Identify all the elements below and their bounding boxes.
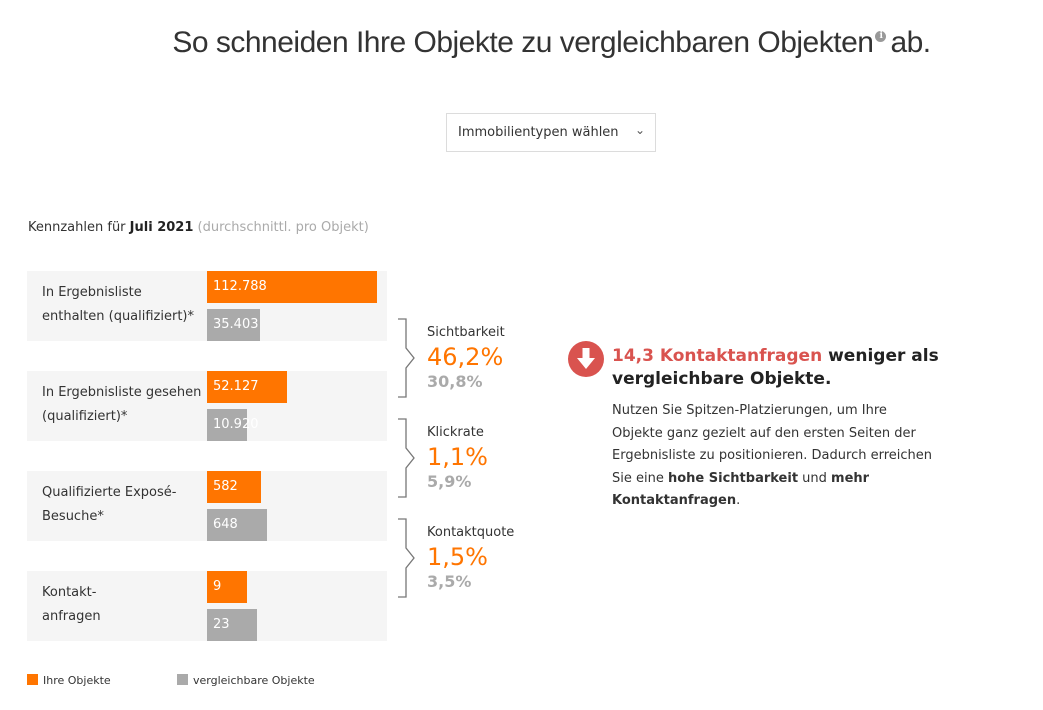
alert-body-bold: hohe Sichtbarkeit <box>667 470 799 486</box>
legend-label: Ihre Objekte <box>43 674 111 687</box>
bar-mine: 52.127 <box>207 371 287 403</box>
bar-comparable: 35.403 <box>207 309 260 341</box>
kpi-name: Sichtbarkeit <box>427 325 505 340</box>
title-text: So schneiden Ihre Objekte zu vergleichba… <box>172 26 874 59</box>
kpi-mine-value: 1,5% <box>427 543 488 571</box>
kennzahlen-prefix: Kennzahlen für <box>28 220 130 235</box>
legend-mine: Ihre Objekte <box>27 674 111 687</box>
alert-body-text: und <box>798 470 832 486</box>
bar-mine: 582 <box>207 471 261 503</box>
bar-mine: 9 <box>207 571 247 603</box>
metric-row: In Ergebnisliste gesehen (qualifiziert)*… <box>27 371 387 441</box>
bar-comparable: 23 <box>207 609 257 641</box>
metric-row: Qualifizierte Exposé-Besuche* 582 648 <box>27 471 387 541</box>
metric-row: In Ergebnisliste enthalten (qualifiziert… <box>27 271 387 341</box>
kennzahlen-note: (durchschnittl. pro Objekt) <box>197 220 369 235</box>
kpi-comparable-value: 5,9% <box>427 472 472 491</box>
brace-icon <box>398 318 415 398</box>
legend-label: vergleichbare Objekte <box>193 674 315 687</box>
metric-label: In Ergebnisliste gesehen (qualifiziert)* <box>42 385 202 424</box>
chevron-down-icon: ⌄ <box>634 123 645 137</box>
kpi-mine-value: 46,2% <box>427 343 504 371</box>
title-suffix: ab. <box>890 26 931 59</box>
metric-label: Qualifizierte Exposé-Besuche* <box>42 485 177 524</box>
bar-comparable: 10.920 <box>207 409 259 441</box>
kpi-sichtbarkeit: Sichtbarkeit 46,2% 30,8% <box>427 325 505 392</box>
metric-label: Kontakt-anfragen <box>42 585 101 624</box>
select-label: Immobilientypen wählen <box>458 125 619 140</box>
brace-icon <box>398 418 415 498</box>
legend-swatch-comparable <box>177 674 188 685</box>
kpi-name: Klickrate <box>427 425 484 440</box>
property-type-select[interactable]: Immobilientypen wählen ⌄ <box>446 113 656 152</box>
brace-icon <box>398 518 415 598</box>
alert-headline-rest: weniger als vergleichbare Objekte. <box>612 346 939 389</box>
alert-body-bold: mehr Kontaktanfragen <box>612 470 870 509</box>
legend-comparable: vergleichbare Objekte <box>177 674 315 687</box>
kennzahlen-heading: Kennzahlen für Juli 2021 (durchschnittl.… <box>28 220 369 235</box>
kennzahlen-period: Juli 2021 <box>129 220 194 235</box>
kpi-kontaktquote: Kontaktquote 1,5% 3,5% <box>427 525 514 592</box>
alert-headline: 14,3 Kontaktanfragen weniger als verglei… <box>612 345 942 391</box>
kpi-name: Kontaktquote <box>427 525 515 540</box>
alert-highlight: 14,3 Kontaktanfragen <box>612 346 823 366</box>
kpi-comparable-value: 3,5% <box>427 572 472 591</box>
legend-swatch-mine <box>27 674 38 685</box>
kpi-comparable-value: 30,8% <box>427 372 483 391</box>
bar-comparable: 648 <box>207 509 267 541</box>
arrow-down-circle-icon <box>568 341 604 377</box>
info-icon[interactable]: i <box>875 31 887 42</box>
alert-body-text: . <box>736 493 741 508</box>
kpi-mine-value: 1,1% <box>427 443 488 471</box>
alert-body-text: Nutzen Sie Spitzen-Platzierungen, um Ihr… <box>612 403 932 486</box>
bar-mine: 112.788 <box>207 271 377 303</box>
metric-row: Kontakt-anfragen 9 23 <box>27 571 387 641</box>
alert-body: Nutzen Sie Spitzen-Platzierungen, um Ihr… <box>612 400 932 513</box>
kpi-klickrate: Klickrate 1,1% 5,9% <box>427 425 488 492</box>
metric-label: In Ergebnisliste enthalten (qualifiziert… <box>42 285 195 324</box>
page-title: So schneiden Ihre Objekte zu vergleichba… <box>0 26 1043 60</box>
